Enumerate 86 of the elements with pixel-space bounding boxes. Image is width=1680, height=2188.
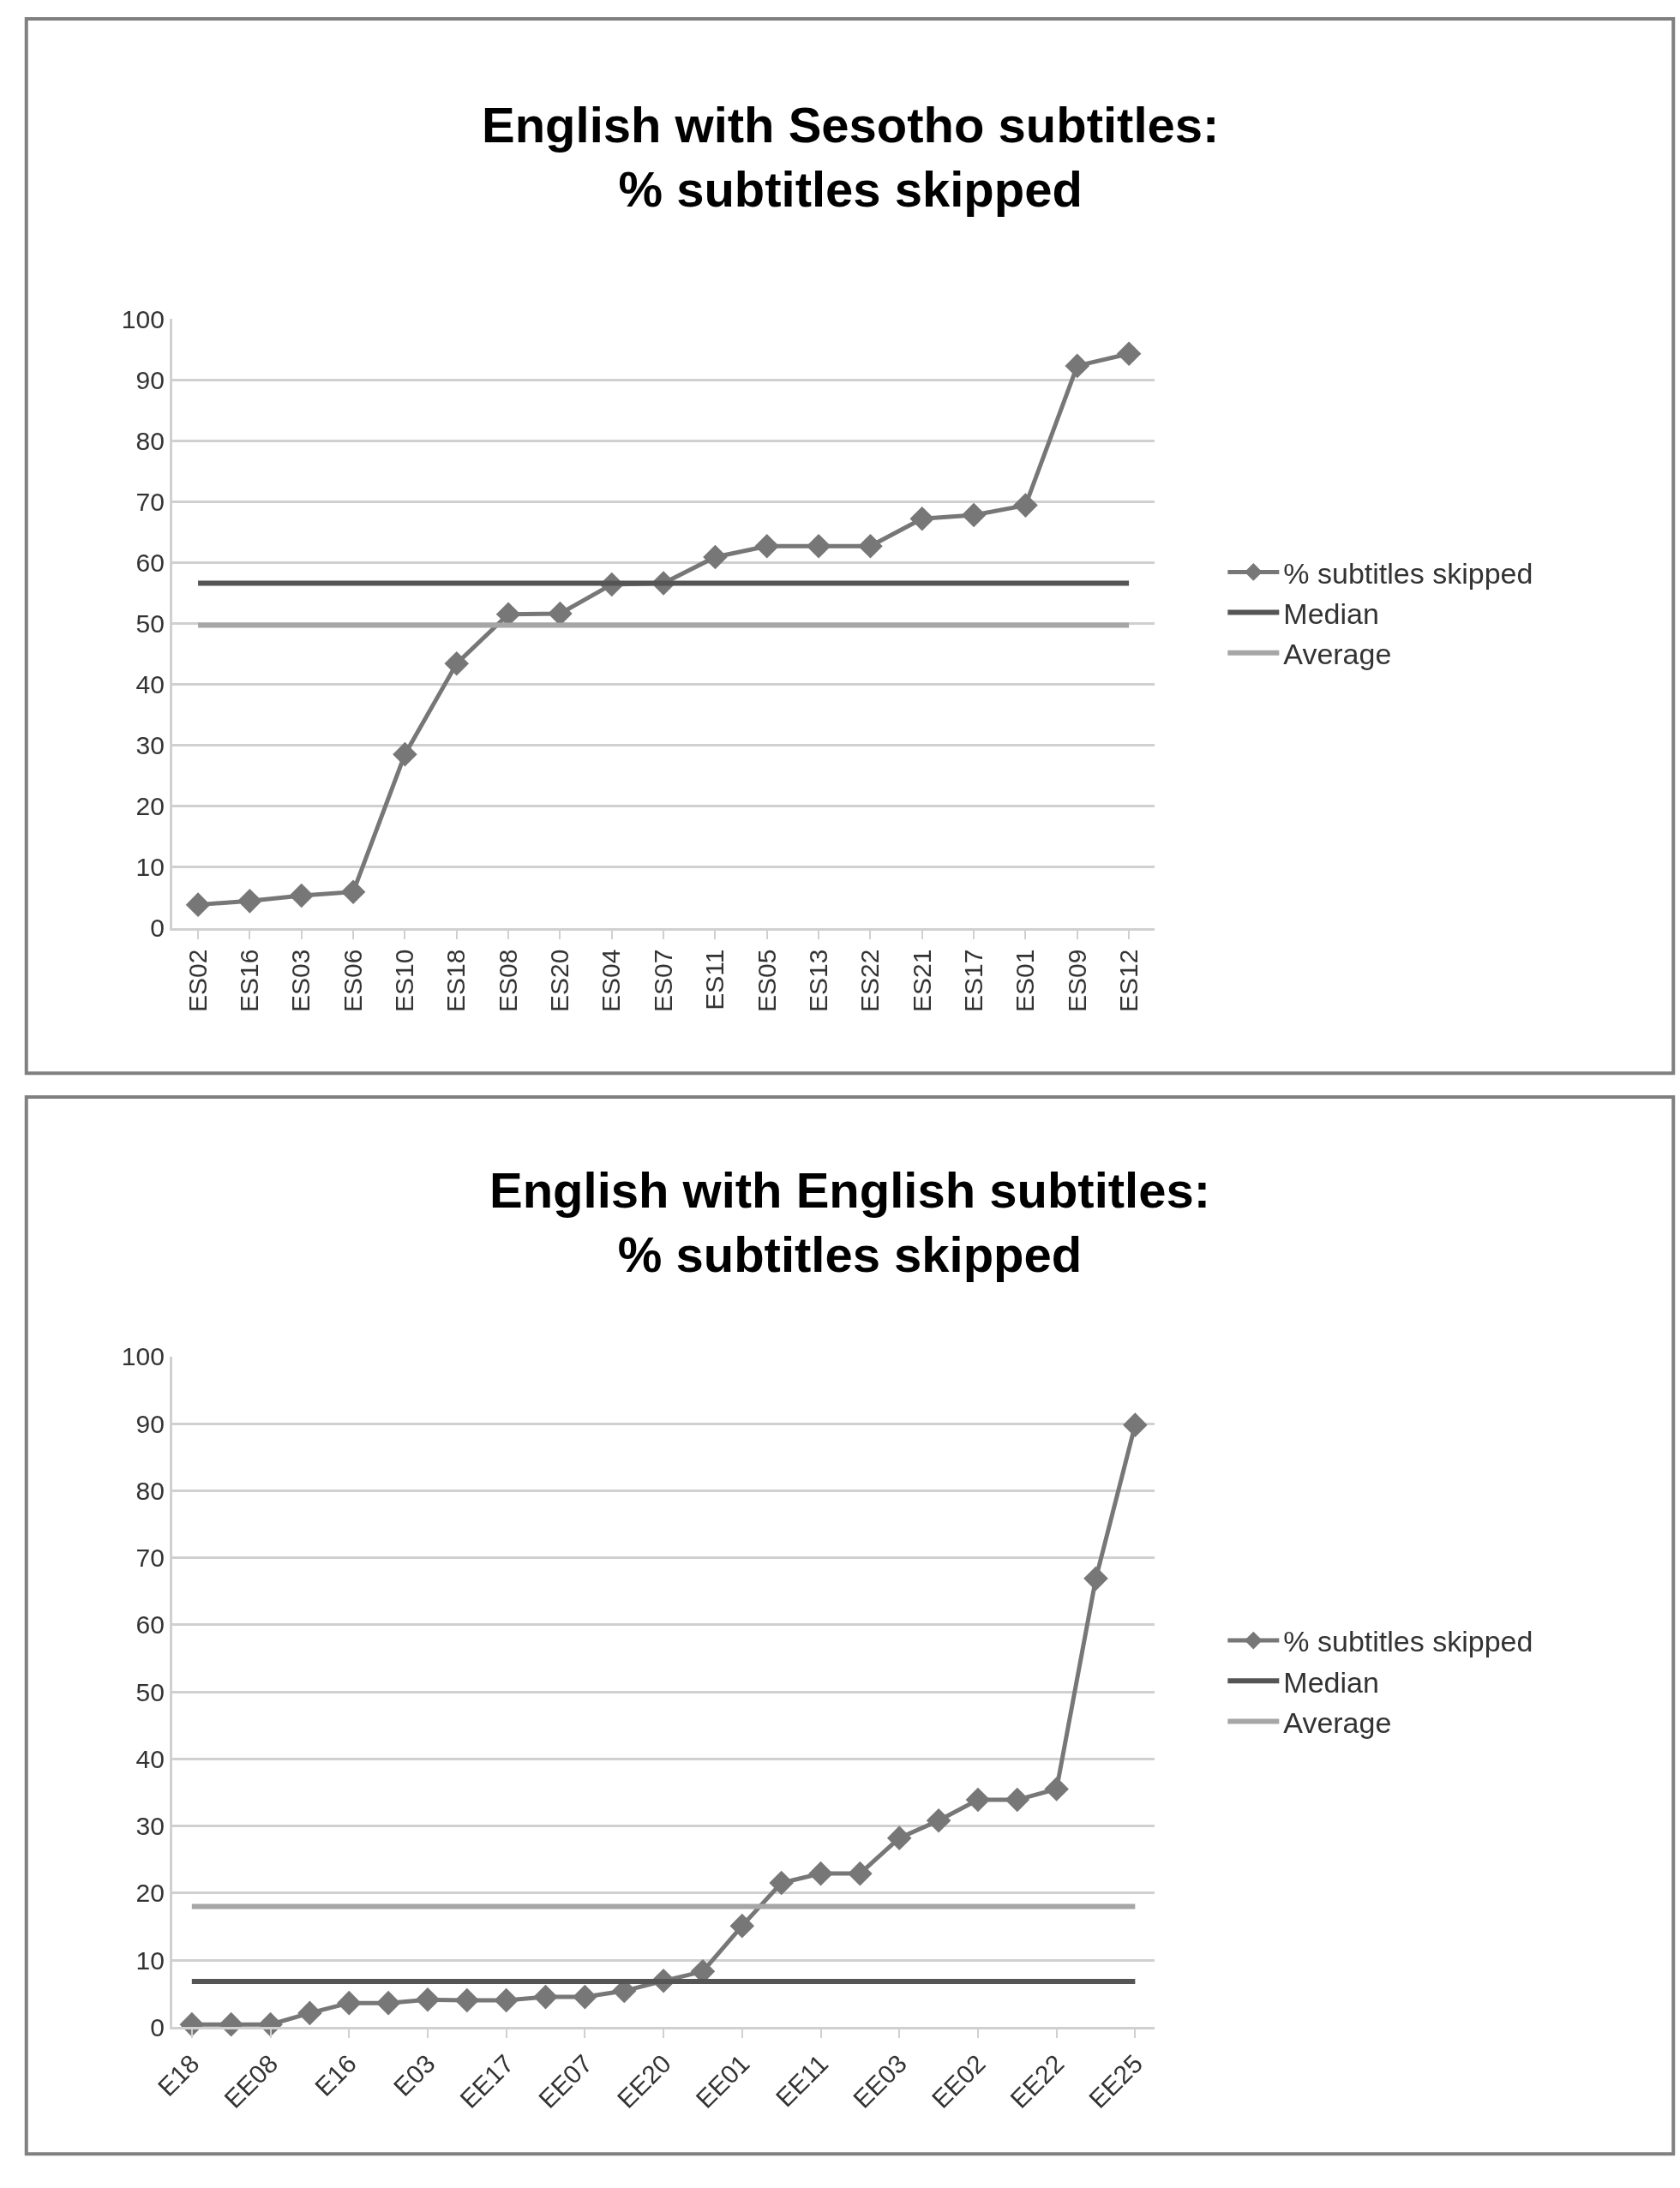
y-tick-label: 0	[150, 914, 165, 943]
y-tick-label: 0	[150, 2012, 165, 2041]
y-tick-label: 80	[135, 1476, 165, 1505]
point	[237, 889, 262, 914]
legend-label: Average	[1283, 1705, 1392, 1739]
x-tick-label: ES08	[493, 949, 522, 1013]
x-tick-label: ES12	[1113, 949, 1143, 1013]
point	[393, 741, 417, 767]
y-tick-label: 80	[135, 426, 165, 455]
legend-label: % subtitles skipped	[1283, 556, 1533, 590]
chart-title: English with English subtitles: % subtitles skipped	[489, 1162, 1211, 1283]
x-tick-label: ES17	[958, 949, 987, 1013]
point	[961, 502, 987, 528]
point	[703, 544, 728, 570]
x-tick-label: ES07	[648, 949, 677, 1013]
x-tick-label: ES20	[545, 949, 574, 1013]
legend-label: Median	[1283, 596, 1379, 630]
x-tick-label: ES22	[855, 949, 885, 1013]
point	[340, 879, 366, 905]
y-tick-label: 20	[135, 1879, 165, 1908]
point	[185, 892, 211, 917]
x-tick-label: ES21	[907, 949, 936, 1013]
y-tick-label: 20	[135, 792, 165, 821]
point	[926, 1808, 951, 1833]
x-tick-label: ES04	[597, 949, 626, 1013]
y-tick-label: 70	[135, 487, 165, 516]
legend-label: Median	[1283, 1665, 1379, 1699]
x-tick-label: ES09	[1062, 949, 1091, 1013]
x-tick-label: ES06	[338, 949, 367, 1013]
y-tick-label: 10	[135, 853, 165, 882]
y-tick-label: 100	[121, 304, 165, 333]
y-tick-label: 60	[135, 548, 165, 577]
point	[1005, 1787, 1030, 1813]
x-tick-label: ES16	[235, 949, 264, 1013]
point	[375, 1990, 401, 2016]
point	[336, 1990, 362, 2016]
point	[533, 1984, 558, 2010]
x-tick-label: ES18	[441, 949, 471, 1013]
x-tick-label: ES02	[183, 949, 212, 1013]
point	[965, 1787, 991, 1813]
y-tick-label: 30	[135, 731, 165, 759]
x-tick-label: E03	[387, 2048, 441, 2101]
x-tick-label: E18	[152, 2048, 205, 2101]
point	[1044, 1777, 1069, 1801]
y-tick-label: 90	[135, 1409, 165, 1438]
point	[1083, 1566, 1108, 1592]
y-tick-label: 50	[135, 1677, 165, 1706]
x-tick-label: ES05	[752, 949, 781, 1013]
point	[848, 1861, 873, 1886]
x-tick-label: ES11	[700, 949, 729, 1010]
point	[886, 1825, 912, 1850]
y-tick-label: 50	[135, 608, 165, 638]
legend-label: Average	[1283, 638, 1392, 671]
y-tick-label: 100	[121, 1342, 165, 1371]
point	[806, 533, 831, 559]
y-tick-label: 30	[135, 1812, 165, 1841]
y-tick-label: 60	[135, 1610, 165, 1640]
point	[909, 506, 935, 531]
point	[1116, 341, 1142, 366]
point	[444, 651, 470, 676]
point	[858, 533, 883, 559]
point	[494, 1987, 519, 2013]
y-tick-label: 10	[135, 1945, 165, 1975]
y-tick-label: 90	[135, 365, 165, 394]
point	[769, 1870, 794, 1896]
point	[1013, 493, 1038, 518]
y-tick-label: 40	[135, 669, 165, 698]
point	[754, 533, 780, 559]
point	[454, 1987, 480, 2013]
point	[289, 883, 315, 908]
chart-title: English with Sesotho subtitles: % subtitles skipped	[482, 97, 1220, 218]
y-tick-label: 40	[135, 1744, 165, 1773]
point	[729, 1913, 755, 1939]
x-tick-label: ES13	[803, 949, 832, 1013]
y-tick-label: 70	[135, 1544, 165, 1573]
legend-label: % subtitles skipped	[1283, 1625, 1533, 1658]
point	[297, 2000, 322, 2026]
x-tick-label: ES01	[1011, 949, 1040, 1013]
point	[415, 1987, 441, 2012]
x-tick-label: E16	[309, 2048, 363, 2101]
point	[573, 1984, 597, 2010]
x-tick-label: ES10	[390, 949, 419, 1013]
point	[808, 1861, 833, 1886]
point	[1123, 1412, 1148, 1437]
x-tick-label: ES03	[286, 949, 315, 1013]
point	[1065, 353, 1090, 379]
